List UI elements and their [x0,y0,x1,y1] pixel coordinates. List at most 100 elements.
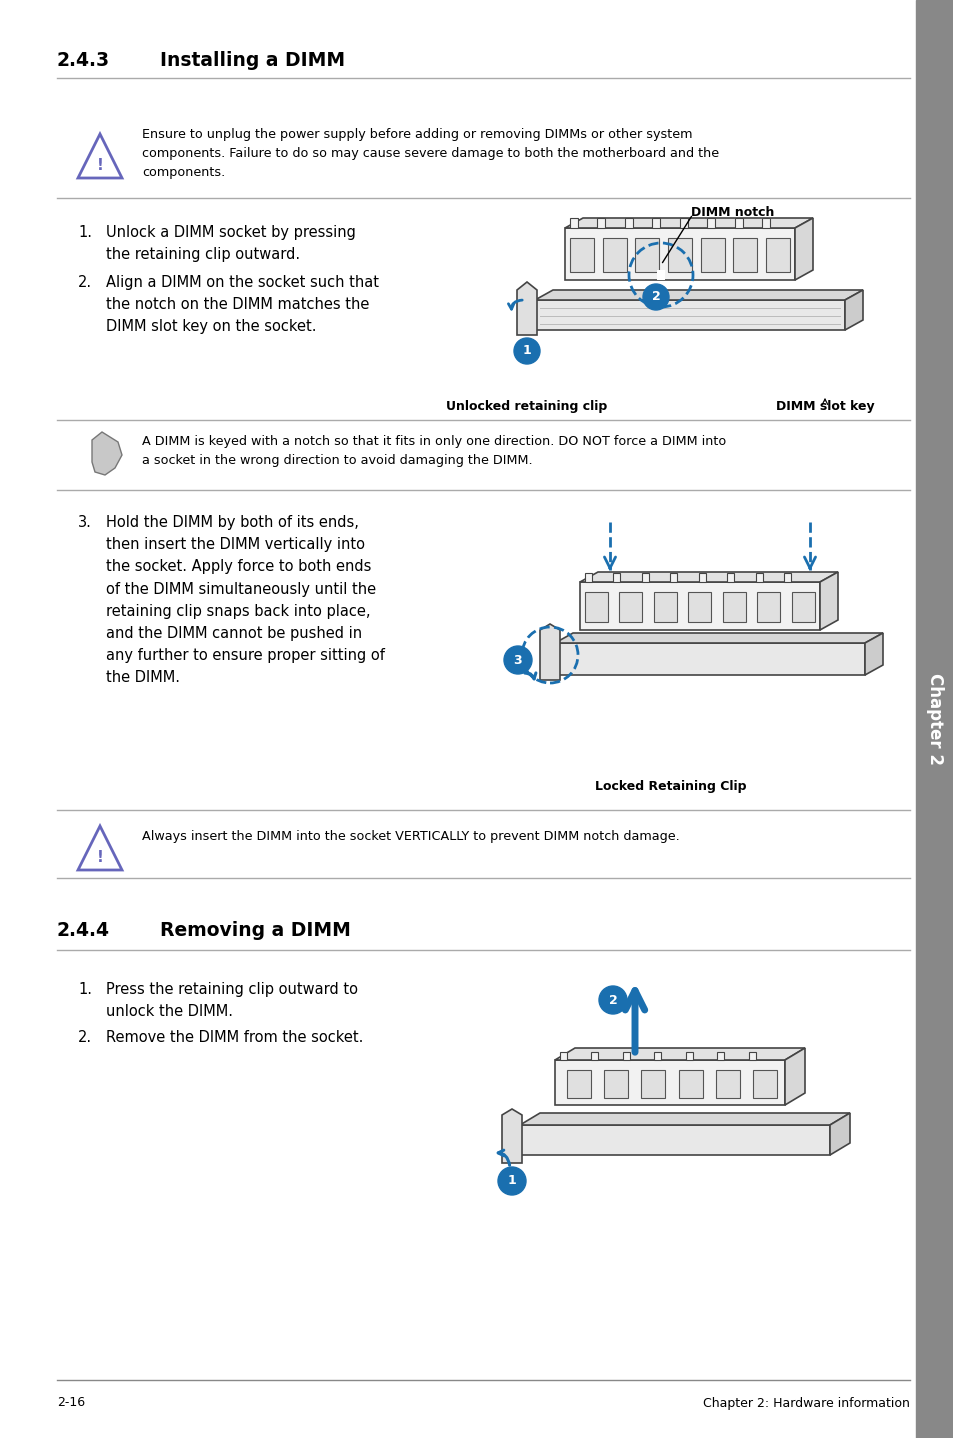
Polygon shape [559,1053,566,1060]
Polygon shape [555,633,882,643]
Text: !: ! [96,158,103,174]
Circle shape [497,1168,525,1195]
Text: 1.: 1. [78,224,91,240]
Text: 1.: 1. [78,982,91,997]
Polygon shape [613,572,619,582]
Polygon shape [635,239,659,272]
Text: 3.: 3. [78,515,91,531]
Text: Always insert the DIMM into the socket VERTICALLY to prevent DIMM notch damage.: Always insert the DIMM into the socket V… [142,830,679,843]
Polygon shape [624,219,633,229]
Text: Remove the DIMM from the socket.: Remove the DIMM from the socket. [106,1030,363,1045]
Text: DIMM slot key: DIMM slot key [775,400,873,413]
Polygon shape [748,1053,755,1060]
Polygon shape [667,239,691,272]
Text: 3: 3 [513,653,521,666]
Text: Installing a DIMM: Installing a DIMM [160,50,345,69]
Polygon shape [78,134,122,178]
Polygon shape [535,290,862,301]
Polygon shape [535,301,844,329]
Polygon shape [715,1070,739,1099]
Polygon shape [820,572,837,630]
Text: A DIMM is keyed with a notch so that it fits in only one direction. DO NOT force: A DIMM is keyed with a notch so that it … [142,436,725,467]
Polygon shape [641,572,648,582]
Text: 2.4.3: 2.4.3 [57,50,110,69]
Polygon shape [579,582,820,630]
Text: 2.4.4: 2.4.4 [57,920,110,939]
Polygon shape [501,1109,521,1163]
Polygon shape [670,572,677,582]
Polygon shape [618,592,641,623]
Polygon shape [757,592,780,623]
Polygon shape [564,229,794,280]
Polygon shape [519,1125,829,1155]
Polygon shape [602,239,626,272]
Text: DIMM notch: DIMM notch [690,206,774,219]
Polygon shape [700,239,724,272]
Circle shape [598,986,626,1014]
Polygon shape [727,572,734,582]
Text: 1: 1 [522,345,531,358]
Polygon shape [569,239,594,272]
Text: Hold the DIMM by both of its ends,
then insert the DIMM vertically into
the sock: Hold the DIMM by both of its ends, then … [106,515,384,686]
Text: Chapter 2: Hardware information: Chapter 2: Hardware information [702,1396,909,1409]
Polygon shape [555,1048,804,1060]
Polygon shape [829,1113,849,1155]
Text: Removing a DIMM: Removing a DIMM [160,920,351,939]
Polygon shape [566,1070,590,1099]
Polygon shape [699,572,705,582]
Polygon shape [579,572,837,582]
Polygon shape [78,825,122,870]
Polygon shape [783,572,791,582]
Polygon shape [652,219,659,229]
Polygon shape [761,219,770,229]
Polygon shape [794,219,812,280]
Polygon shape [752,1070,776,1099]
Text: Ensure to unplug the power supply before adding or removing DIMMs or other syste: Ensure to unplug the power supply before… [142,128,719,178]
Polygon shape [654,592,677,623]
Polygon shape [517,282,537,335]
Text: Locked Retaining Clip: Locked Retaining Clip [595,779,745,792]
Circle shape [642,283,668,311]
Polygon shape [640,1070,664,1099]
Polygon shape [564,219,812,229]
Polygon shape [678,1070,701,1099]
Circle shape [514,338,539,364]
Polygon shape [569,219,578,229]
Text: 2: 2 [651,290,659,303]
Polygon shape [707,219,715,229]
Polygon shape [539,624,559,680]
Text: Chapter 2: Chapter 2 [925,673,943,765]
Polygon shape [622,1053,629,1060]
Polygon shape [657,270,664,280]
Text: Unlock a DIMM socket by pressing
the retaining clip outward.: Unlock a DIMM socket by pressing the ret… [106,224,355,262]
Polygon shape [844,290,862,329]
Polygon shape [91,431,122,475]
Polygon shape [765,239,789,272]
Polygon shape [755,572,762,582]
Polygon shape [717,1053,723,1060]
Polygon shape [584,572,592,582]
Text: 2.: 2. [78,275,92,290]
Polygon shape [597,219,605,229]
Polygon shape [555,1060,784,1104]
Text: !: ! [96,850,103,866]
Text: 2-16: 2-16 [57,1396,85,1409]
Polygon shape [864,633,882,674]
Text: Unlocked retaining clip: Unlocked retaining clip [446,400,607,413]
Circle shape [503,646,532,674]
Polygon shape [679,219,687,229]
Polygon shape [784,1048,804,1104]
Polygon shape [603,1070,627,1099]
Polygon shape [654,1053,660,1060]
Polygon shape [688,592,711,623]
Text: 1: 1 [507,1175,516,1188]
Polygon shape [734,219,742,229]
Polygon shape [685,1053,692,1060]
Text: Align a DIMM on the socket such that
the notch on the DIMM matches the
DIMM slot: Align a DIMM on the socket such that the… [106,275,378,335]
Text: 2.: 2. [78,1030,92,1045]
Polygon shape [555,643,864,674]
Polygon shape [584,592,607,623]
Polygon shape [733,239,757,272]
Polygon shape [519,1113,849,1125]
Bar [915,0,953,1438]
